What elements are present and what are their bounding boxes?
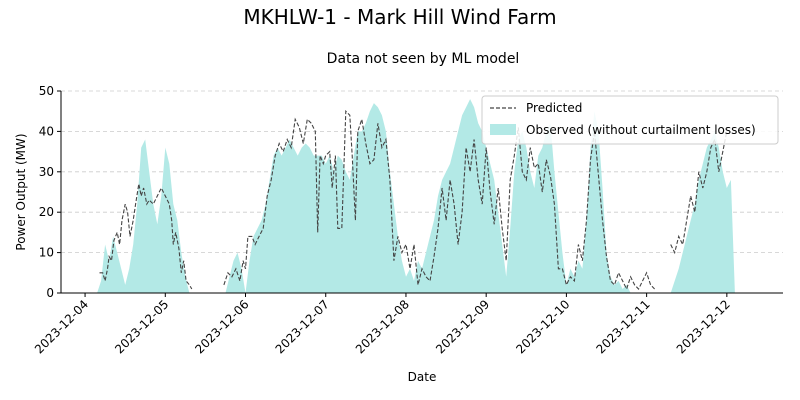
x-axis-label: Date: [408, 370, 437, 384]
x-tick-label-5: 2023-12-09: [433, 297, 492, 356]
x-tick-label-6: 2023-12-10: [513, 297, 572, 356]
legend-frame: [481, 95, 779, 145]
axes-layer: [60, 91, 783, 294]
chart-subtitle: Data not seen by ML model: [327, 51, 520, 67]
legend-observed-label: Observed (without curtailment losses): [526, 123, 756, 137]
grid-layer: [61, 90, 783, 254]
observed-area-segment-0: [97, 139, 190, 293]
y-tick-label-5: 50: [39, 84, 54, 98]
predicted-line-layer: [99, 109, 728, 291]
legend-observed-swatch: [490, 124, 516, 135]
predicted-line-segment-1: [223, 109, 655, 291]
observed-area-segment-1: [225, 99, 631, 293]
y-tick-label-2: 20: [39, 205, 54, 219]
x-tick-label-4: 2023-12-08: [353, 297, 412, 356]
y-tick-label-4: 40: [39, 124, 54, 138]
predicted-line-segment-2: [670, 131, 728, 255]
y-tick-label-1: 10: [39, 246, 54, 260]
predicted-line-segment-0: [99, 183, 193, 290]
legend-predicted-label: Predicted: [526, 101, 582, 115]
x-tick-label-7: 2023-12-11: [594, 297, 653, 356]
y-axis-label: Power Output (MW): [14, 133, 28, 250]
x-tick-label-2: 2023-12-06: [192, 297, 251, 356]
chart-title: MKHLW-1 - Mark Hill Wind Farm: [243, 5, 556, 29]
x-tick-label-8: 2023-12-12: [674, 297, 733, 356]
x-tick-label-1: 2023-12-05: [112, 297, 171, 356]
x-tick-label-3: 2023-12-07: [273, 297, 332, 356]
y-tick-label-0: 0: [46, 286, 54, 300]
x-tick-label-0: 2023-12-04: [32, 297, 91, 356]
y-tick-label-3: 30: [39, 165, 54, 179]
legend: Predicted Observed (without curtailment …: [481, 95, 779, 145]
